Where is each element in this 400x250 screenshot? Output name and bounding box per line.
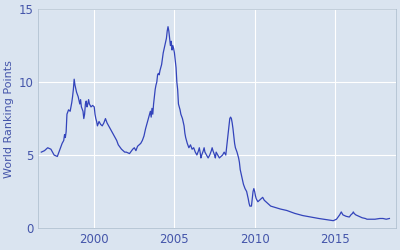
Y-axis label: World Ranking Points: World Ranking Points [4,60,14,178]
